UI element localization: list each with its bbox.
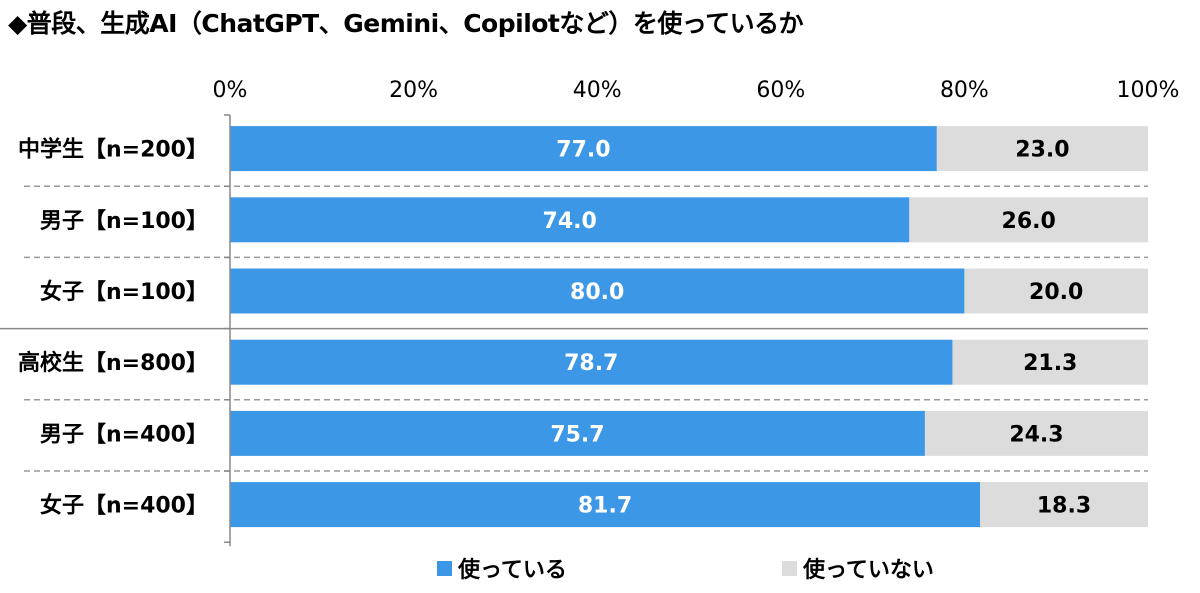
- x-tick-label: 20%: [389, 78, 438, 103]
- row-separators: [0, 185, 1148, 472]
- category-label: 中学生【n=200】: [18, 137, 208, 163]
- legend-swatch: [437, 560, 452, 576]
- legend-label: 使っている: [458, 558, 567, 583]
- category-label: 男子【n=100】: [40, 209, 208, 234]
- data-label: 78.7: [564, 351, 618, 376]
- y-axis: [224, 114, 231, 547]
- bar-used: [230, 482, 981, 528]
- legend-swatch: [782, 560, 797, 576]
- bar-not-used: [980, 482, 1148, 528]
- bar-not-used: [909, 197, 1148, 243]
- x-tick-label: 40%: [573, 78, 622, 103]
- data-label: 26.0: [1002, 209, 1056, 234]
- category-labels: 中学生【n=200】男子【n=100】女子【n=100】高校生【n=800】男子…: [18, 137, 208, 519]
- bar-used: [230, 126, 937, 172]
- legend: 使っている 使っていない: [0, 552, 1200, 584]
- x-tick-label: 0%: [213, 78, 248, 103]
- legend-item: 使っている: [437, 552, 567, 584]
- legend-item: 使っていない: [782, 552, 934, 584]
- stacked-bar-chart: 0% 20% 40% 60% 80% 100% 77.0 23.0 74.0 26.0 80.0 2…: [0, 78, 1180, 547]
- data-label: 18.3: [1037, 494, 1091, 519]
- bar-not-used: [936, 126, 1148, 172]
- data-label: 75.7: [550, 422, 604, 447]
- data-label: 23.0: [1015, 138, 1069, 163]
- bar-not-used: [924, 410, 1148, 456]
- data-label: 20.0: [1029, 280, 1083, 305]
- bar-not-used: [964, 268, 1148, 314]
- bars: 77.0 23.0 74.0 26.0 80.0 20.0 78.7 21.3 75.7 24.3…: [230, 126, 1148, 528]
- category-label: 女子【n=400】: [40, 493, 208, 519]
- bar-used: [230, 410, 925, 456]
- x-tick-label: 80%: [940, 78, 989, 103]
- data-label: 77.0: [556, 138, 610, 163]
- data-label: 24.3: [1009, 422, 1063, 447]
- bar-used: [230, 339, 953, 385]
- x-tick-label: 100%: [1117, 78, 1180, 103]
- category-label: 女子【n=100】: [40, 279, 208, 305]
- data-label: 74.0: [543, 209, 597, 234]
- chart-title: ◆普段、生成AI（ChatGPT、Gemini、Copilotなど）を使っている…: [8, 9, 804, 38]
- bar-not-used: [952, 339, 1148, 385]
- data-label: 80.0: [570, 280, 624, 305]
- data-label: 21.3: [1023, 351, 1077, 376]
- x-axis-ticks: 0% 20% 40% 60% 80% 100%: [213, 78, 1180, 103]
- category-label: 男子【n=400】: [40, 422, 208, 447]
- legend-label: 使っていない: [803, 558, 934, 583]
- bar-used: [230, 268, 965, 314]
- bar-used: [230, 197, 910, 243]
- data-label: 81.7: [578, 494, 632, 519]
- x-tick-label: 60%: [756, 78, 805, 103]
- category-label: 高校生【n=800】: [18, 350, 208, 376]
